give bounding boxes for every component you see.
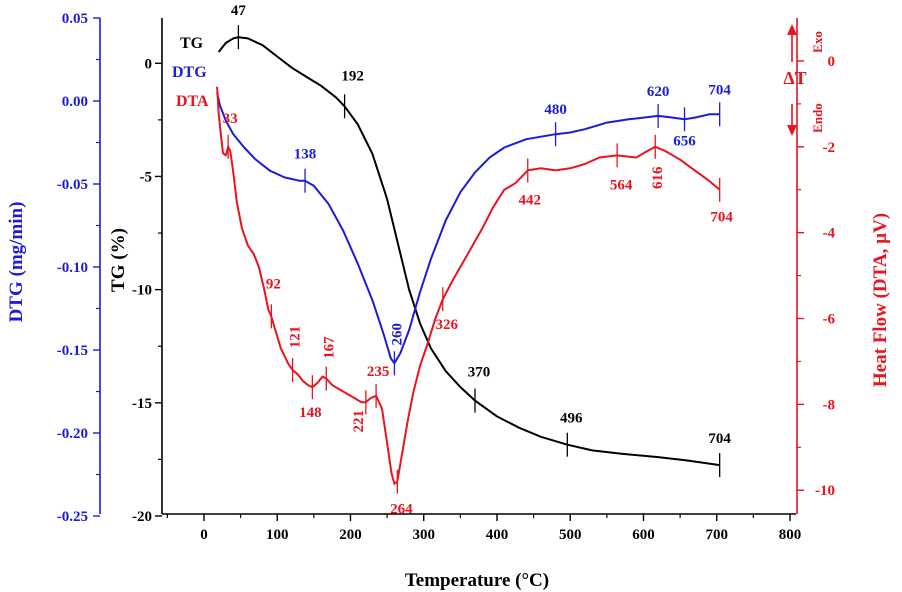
annotation-label: 47 — [231, 3, 247, 19]
x-tick-label: 400 — [486, 527, 509, 543]
dtg-tick-label: -0.25 — [57, 509, 88, 525]
x-tick-label: 0 — [200, 527, 208, 543]
dta-tick-label: -10 — [815, 483, 835, 499]
annotation-label: 620 — [647, 84, 670, 100]
annotation-label: 704 — [708, 431, 731, 447]
annotation-label: 264 — [390, 502, 413, 518]
annotation-label: 480 — [544, 102, 567, 118]
legend-label-dtg: DTG — [172, 64, 207, 81]
legend-label-tg: TG — [180, 35, 204, 52]
annotation-label: 138 — [294, 147, 317, 163]
delta-t-label: ΔT — [783, 68, 806, 88]
x-tick-label: 100 — [266, 527, 289, 543]
tg-tick-label: -20 — [132, 509, 152, 525]
dta-tick-label: -2 — [823, 140, 836, 156]
annotation-label: 235 — [367, 364, 390, 380]
annotation-label: 92 — [266, 276, 281, 292]
dtg-axis-title: DTG (mg/min) — [6, 202, 27, 323]
dtg-tick-label: 0.00 — [62, 94, 88, 110]
x-axis-title: Temperature (°C) — [405, 570, 549, 591]
dta-tick-label: -6 — [823, 312, 836, 328]
tg-axis-title: TG (%) — [108, 228, 129, 292]
series-line-dta — [216, 86, 721, 485]
annotation-label: 33 — [223, 111, 238, 127]
legend-group: TG DTG DTA — [172, 35, 209, 110]
endo-arrow-head — [787, 125, 797, 136]
dta-tick-label: -8 — [823, 397, 836, 413]
x-tick-label: 300 — [412, 527, 435, 543]
dtg-tick-label: -0.10 — [57, 260, 88, 276]
dtg-tick-label: -0.20 — [57, 426, 88, 442]
x-tick-label: 800 — [779, 527, 802, 543]
annotation-label: 221 — [351, 410, 367, 433]
endo-label: Endo — [810, 103, 825, 133]
annotation-label: 370 — [468, 365, 491, 381]
annotation-label: 121 — [288, 326, 304, 349]
annotation-label: 167 — [321, 336, 337, 359]
x-tick-label: 600 — [632, 527, 655, 543]
annotation-label: 260 — [389, 323, 405, 346]
annotation-label: 704 — [708, 82, 731, 98]
x-tick-label: 700 — [705, 527, 728, 543]
annotation-label: 192 — [341, 68, 364, 84]
tg-tick-label: -15 — [132, 396, 152, 412]
axes-group: 0 100 200 300 400 500 600 700 800 Temperature (°C… — [6, 11, 891, 591]
annotation-label: 496 — [560, 411, 583, 427]
annotation-label: 704 — [710, 210, 733, 226]
annotation-label: 326 — [436, 317, 459, 333]
tg-tick-label: -5 — [140, 169, 153, 185]
annotation-label: 656 — [673, 133, 696, 149]
annotation-label: 616 — [650, 166, 666, 189]
annotation-label: 442 — [518, 192, 541, 208]
dtg-tick-label: 0.05 — [62, 11, 88, 27]
x-tick-label: 200 — [339, 527, 362, 543]
x-tick-label: 500 — [559, 527, 582, 543]
dta-axis-title: Heat Flow (DTA, µV) — [870, 213, 891, 387]
series-line-dtg — [216, 92, 720, 365]
series-group — [216, 36, 721, 485]
annotations-group: 47 192 370 496 704 138 260 480 620 656 704 33 92 121 1… — [223, 3, 734, 517]
dta-tick-label: -4 — [823, 226, 836, 242]
dta-tick-label: 0 — [828, 54, 836, 70]
annotation-label: 564 — [610, 177, 633, 193]
annotation-label: 148 — [299, 405, 322, 421]
exo-label: Exo — [810, 31, 825, 53]
tg-tick-label: -10 — [132, 283, 152, 299]
exo-arrow-head — [787, 24, 797, 35]
dtg-tick-label: -0.05 — [57, 177, 88, 193]
legend-label-dta: DTA — [176, 93, 209, 110]
tg-tick-label: 0 — [145, 56, 153, 72]
dtg-tick-label: -0.15 — [57, 343, 88, 359]
